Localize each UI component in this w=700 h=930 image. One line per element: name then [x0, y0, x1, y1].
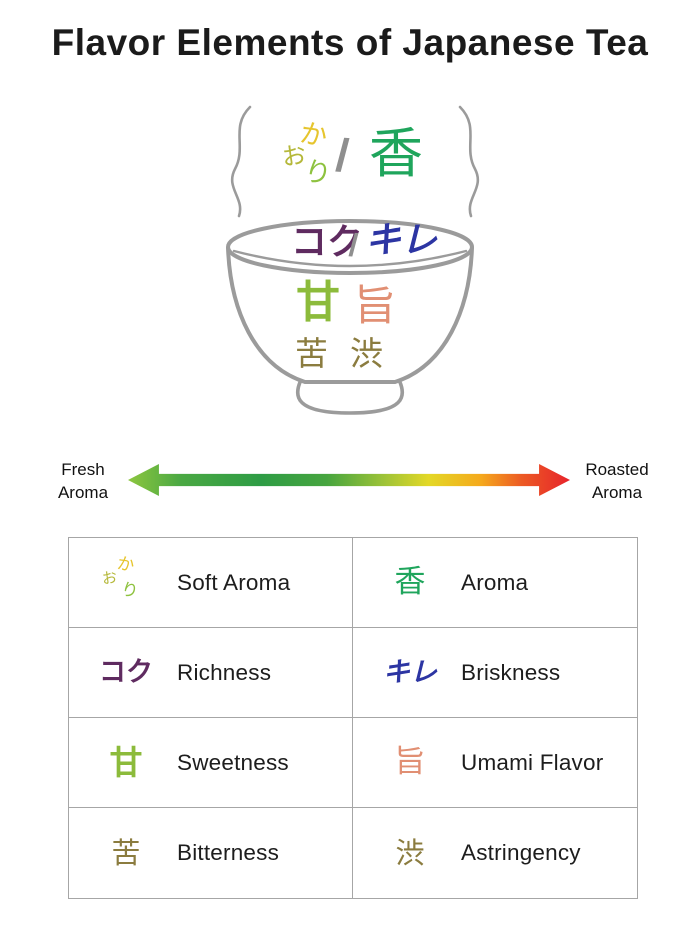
axis-label-roasted-line2: Aroma — [591, 483, 643, 502]
bowl-foot-icon — [295, 377, 405, 415]
legend-label: Sweetness — [177, 749, 289, 775]
legend-label: Aroma — [461, 569, 529, 595]
bowl-and-steam-drawing — [226, 105, 480, 415]
gradient-arrow-icon — [128, 464, 570, 496]
bowl-sweetness-kanji: 甘 — [296, 277, 340, 328]
legend-cell-soft-aroma: か お り Soft Aroma — [69, 538, 353, 628]
sweetness-symbol: 甘 — [109, 743, 143, 782]
richness-symbol: コク — [99, 657, 153, 688]
legend-cell-aroma: 香 Aroma — [353, 538, 637, 628]
legend-cell-astringency: 渋 Astringency — [353, 808, 637, 898]
page-title: Flavor Elements of Japanese Tea — [51, 22, 649, 63]
legend-cell-richness: コク Richness — [69, 628, 353, 718]
bitterness-symbol: 苦 — [111, 835, 141, 870]
legend-cell-briskness: キレ Briskness — [353, 628, 637, 718]
bowl-body-icon — [226, 246, 474, 384]
tea-bowl-illustration: か お り / 香 コク / キレ 甘 旨 苦 渋 — [150, 95, 550, 435]
axis-label-fresh-line1: Fresh — [61, 460, 105, 479]
axis-label-fresh-line2: Aroma — [57, 483, 109, 502]
legend-label: Briskness — [461, 659, 561, 685]
legend-label: Soft Aroma — [177, 569, 291, 595]
bowl-richness-kana: コク — [291, 222, 364, 263]
legend-cell-bitterness: 苦 Bitterness — [69, 808, 353, 898]
legend-label: Bitterness — [177, 840, 280, 865]
axis-label-roasted-line1: Roasted — [585, 460, 649, 479]
briskness-symbol: キレ — [383, 657, 437, 688]
bowl-inner-line-icon — [232, 249, 468, 268]
steam-wisp-left-icon — [230, 105, 252, 218]
bowl-rim-icon — [226, 219, 474, 275]
bowl-umami-kanji: 旨 — [354, 281, 397, 330]
bowl-briskness-kana: キレ — [365, 220, 438, 261]
axis-label-roasted-aroma: Roasted Aroma — [574, 458, 660, 504]
kana-o: お — [100, 567, 119, 588]
kana-ri: り — [118, 578, 141, 603]
soft-aroma-kana-group: か お り — [100, 552, 150, 609]
kana-ka: か — [115, 552, 136, 577]
aroma-axis: Fresh Aroma Roasted Aroma — [0, 448, 700, 512]
bowl-bitterness-kanji: 苦 — [295, 334, 328, 373]
legend-table: か お り Soft Aroma 香 Aroma コク Richness キレ … — [68, 537, 638, 899]
soft-aroma-symbol: か お り — [95, 552, 157, 609]
aroma-symbol: 香 — [394, 564, 426, 600]
legend-cell-umami: 旨 Umami Flavor — [353, 718, 637, 808]
legend-cell-sweetness: 甘 Sweetness — [69, 718, 353, 808]
legend-label: Richness — [177, 659, 272, 685]
astringency-symbol: 渋 — [395, 835, 425, 870]
axis-label-fresh-aroma: Fresh Aroma — [40, 458, 126, 504]
steam-aroma-kanji: 香 — [369, 122, 423, 185]
umami-symbol: 旨 — [394, 744, 426, 780]
steam-wisp-right-icon — [458, 105, 480, 218]
legend-label: Astringency — [461, 840, 581, 865]
kana-ri: り — [300, 155, 335, 192]
kana-o: お — [280, 140, 308, 172]
bowl-astringency-kanji: 渋 — [350, 334, 383, 373]
steam-soft-aroma-kana: か お り — [280, 118, 338, 196]
legend-label: Umami Flavor — [461, 749, 604, 775]
